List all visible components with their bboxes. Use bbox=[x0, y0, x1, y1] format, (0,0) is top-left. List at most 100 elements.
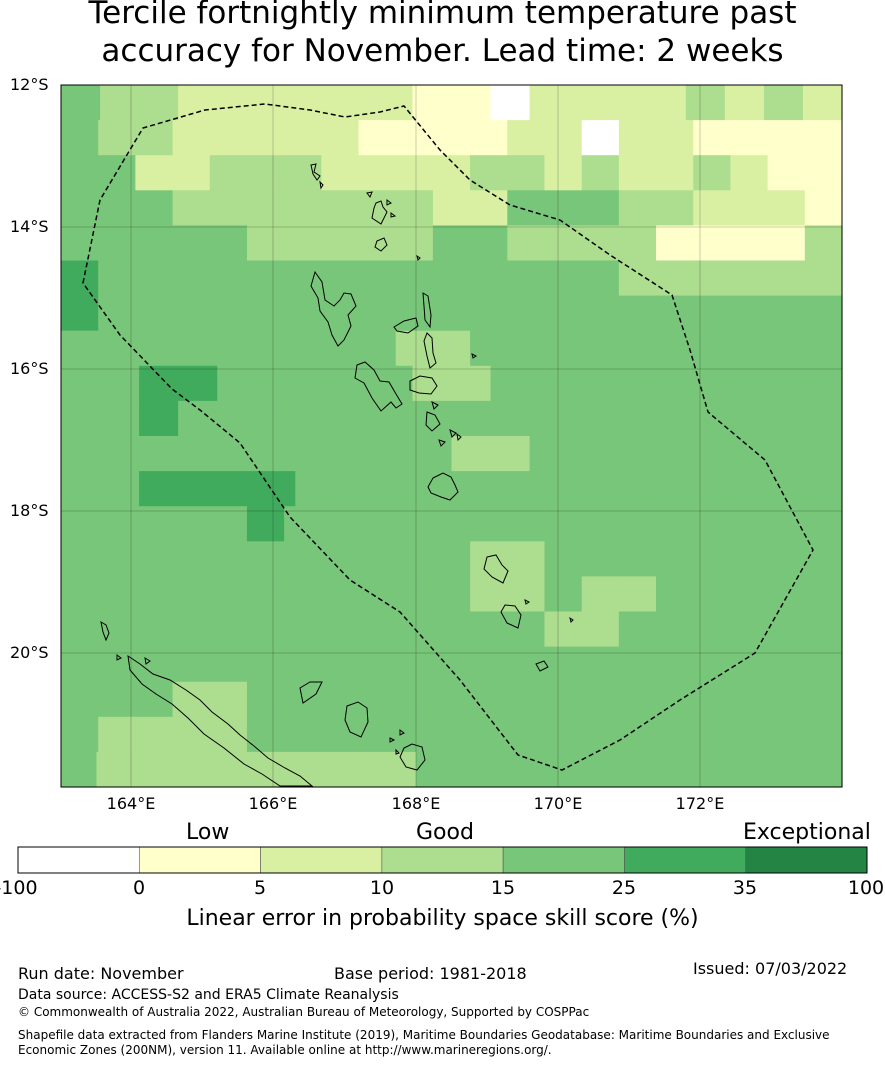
skill-cell bbox=[139, 646, 179, 683]
skill-cell bbox=[209, 225, 248, 262]
skill-cell bbox=[209, 576, 248, 613]
skill-cell bbox=[321, 611, 360, 648]
colorbar-bin bbox=[260, 846, 383, 874]
skill-cell bbox=[432, 155, 471, 191]
skill-cell bbox=[321, 120, 360, 156]
skill-cell bbox=[395, 155, 434, 191]
skill-cell bbox=[284, 506, 322, 542]
colorbar-tick-label: 0 bbox=[132, 877, 146, 899]
skill-cell bbox=[544, 506, 583, 542]
skill-cell bbox=[544, 190, 583, 226]
skill-cell bbox=[98, 260, 136, 297]
skill-cell bbox=[98, 576, 136, 613]
skill-cell bbox=[61, 400, 101, 437]
skill-cell bbox=[767, 190, 806, 226]
skill-cell bbox=[61, 365, 101, 402]
skill-cell bbox=[581, 611, 620, 648]
island-pentecost bbox=[423, 332, 437, 369]
skill-cell bbox=[217, 400, 257, 437]
skill-cell bbox=[217, 646, 257, 683]
skill-cell bbox=[804, 260, 843, 297]
skill-cell bbox=[100, 85, 140, 121]
skill-cell bbox=[135, 295, 174, 332]
skill-cell bbox=[432, 681, 471, 718]
skill-cell bbox=[61, 751, 98, 788]
skill-cell bbox=[61, 436, 101, 472]
skill-cell bbox=[373, 85, 414, 121]
skill-cell bbox=[507, 330, 546, 367]
skill-cell bbox=[135, 120, 174, 156]
island-efate bbox=[427, 472, 459, 501]
skill-cell bbox=[209, 120, 248, 156]
skill-cell bbox=[98, 681, 136, 718]
skill-cell bbox=[763, 436, 804, 472]
skill-cell bbox=[685, 400, 726, 437]
skill-cell bbox=[358, 506, 397, 542]
skill-cell bbox=[98, 225, 136, 262]
skill-cell bbox=[135, 506, 174, 542]
skill-cell bbox=[217, 471, 257, 507]
skill-cell bbox=[767, 225, 806, 262]
skill-cell bbox=[700, 751, 737, 788]
skill-cell bbox=[607, 436, 648, 472]
skill-cell bbox=[656, 506, 694, 542]
skill-cell bbox=[544, 541, 583, 577]
skill-cell bbox=[568, 436, 609, 472]
skill-cell bbox=[61, 541, 99, 577]
skill-cell bbox=[618, 541, 657, 577]
island-espiritu-santo bbox=[310, 270, 357, 347]
lon-label-170e: 170°E bbox=[533, 794, 583, 813]
skill-cell bbox=[470, 541, 508, 577]
skill-cell bbox=[172, 541, 211, 577]
skill-cell bbox=[284, 541, 322, 577]
skill-cell bbox=[178, 646, 218, 683]
legend-category-good: Good bbox=[416, 820, 474, 845]
skill-cell bbox=[763, 400, 804, 437]
skill-cell bbox=[767, 330, 806, 367]
skill-cell bbox=[246, 506, 285, 542]
skill-cell bbox=[321, 155, 360, 191]
skill-cell bbox=[358, 225, 397, 262]
skill-cell bbox=[693, 225, 732, 262]
skill-cell bbox=[321, 541, 360, 577]
skill-cell bbox=[284, 330, 322, 367]
island-torres-1 bbox=[310, 163, 321, 181]
skill-cell bbox=[730, 541, 769, 577]
skill-cell bbox=[132, 751, 169, 788]
skill-cell bbox=[470, 260, 508, 297]
skill-cell bbox=[178, 85, 218, 121]
colorbar-bin bbox=[624, 846, 747, 874]
island-lifou bbox=[344, 701, 369, 738]
skill-cell bbox=[373, 471, 414, 507]
skill-cell bbox=[284, 681, 322, 718]
skill-cell bbox=[544, 681, 583, 718]
skill-cell bbox=[618, 716, 657, 753]
colorbar-bin bbox=[17, 846, 140, 874]
skill-cell bbox=[656, 716, 694, 753]
skill-cell bbox=[618, 576, 657, 613]
skill-cell bbox=[172, 506, 211, 542]
colorbar-tick-label: 100 bbox=[847, 877, 885, 899]
skill-cell bbox=[763, 646, 804, 683]
skill-cell bbox=[693, 260, 732, 297]
skill-cell bbox=[295, 646, 335, 683]
skill-cell bbox=[238, 751, 275, 788]
skill-cell bbox=[656, 330, 694, 367]
skill-cell bbox=[767, 295, 806, 332]
skill-cell bbox=[656, 611, 694, 648]
lat-label-14s: 14°S bbox=[10, 217, 49, 236]
skill-cell bbox=[246, 541, 285, 577]
skill-cell bbox=[432, 260, 471, 297]
skill-cell bbox=[470, 506, 508, 542]
skill-cell bbox=[693, 120, 732, 156]
skill-cell bbox=[172, 260, 211, 297]
skill-cell bbox=[693, 681, 732, 718]
skill-cell bbox=[451, 85, 492, 121]
lon-label-166e: 166°E bbox=[248, 794, 298, 813]
lat-label-16s: 16°S bbox=[10, 359, 49, 378]
skill-cell bbox=[380, 751, 417, 788]
skill-cell bbox=[61, 471, 101, 507]
skill-cell bbox=[804, 681, 843, 718]
island-banks-2 bbox=[371, 200, 388, 225]
